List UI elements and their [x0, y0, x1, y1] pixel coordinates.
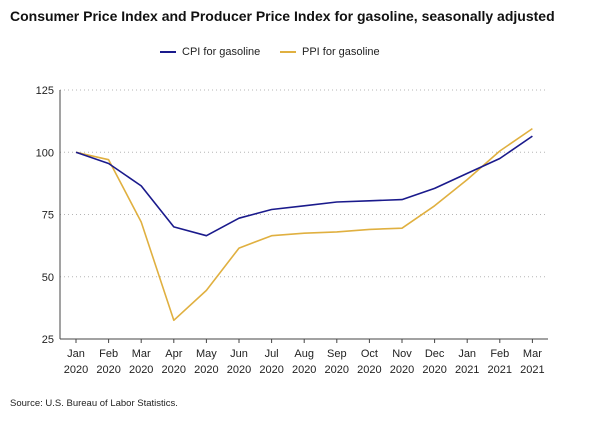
legend: CPI for gasoline PPI for gasoline — [0, 46, 600, 64]
x-tick-label-year: 2021 — [455, 364, 479, 376]
x-tick-label-month: Mar — [132, 348, 151, 360]
x-tick-label-month: Aug — [294, 348, 314, 360]
x-tick-label-month: Sep — [327, 348, 347, 360]
legend-label-ppi: PPI for gasoline — [302, 46, 380, 58]
x-tick-label-year: 2020 — [357, 364, 381, 376]
legend-item-ppi: PPI for gasoline — [280, 46, 380, 58]
chart-title: Consumer Price Index and Producer Price … — [10, 8, 555, 24]
x-tick-label-year: 2020 — [422, 364, 446, 376]
x-tick-label-year: 2020 — [390, 364, 414, 376]
x-tick-label-year: 2021 — [520, 364, 544, 376]
x-tick-label-month: Apr — [165, 348, 182, 360]
x-tick-label-month: Jun — [230, 348, 248, 360]
x-tick-label-year: 2020 — [162, 364, 186, 376]
x-tick-label-year: 2020 — [129, 364, 153, 376]
x-tick-label-year: 2020 — [292, 364, 316, 376]
x-tick-label-month: Jul — [265, 348, 279, 360]
x-tick-label-month: Dec — [425, 348, 445, 360]
x-tick-label-month: Feb — [490, 348, 509, 360]
legend-label-cpi: CPI for gasoline — [182, 46, 261, 58]
y-tick-label: 75 — [42, 210, 54, 222]
x-tick-label-month: Oct — [361, 348, 378, 360]
x-tick-label-year: 2021 — [488, 364, 512, 376]
y-tick-label: 100 — [36, 147, 54, 159]
x-tick-label-month: Mar — [523, 348, 542, 360]
legend-item-cpi: CPI for gasoline — [160, 46, 260, 58]
x-tick-label-month: May — [196, 348, 217, 360]
series-line-ppi — [75, 127, 533, 322]
x-tick-label-year: 2020 — [325, 364, 349, 376]
x-tick-label-month: Nov — [392, 348, 412, 360]
x-tick-label-year: 2020 — [194, 364, 218, 376]
y-tick-label: 125 — [36, 85, 54, 97]
x-tick-label-month: Jan — [458, 348, 476, 360]
x-tick-label-year: 2020 — [64, 364, 88, 376]
y-tick-label: 50 — [42, 272, 54, 284]
x-tick-label-year: 2020 — [259, 364, 283, 376]
x-tick-label-month: Feb — [99, 348, 118, 360]
legend-swatch-cpi — [160, 51, 176, 53]
legend-swatch-ppi — [280, 51, 296, 53]
y-tick-label: 25 — [42, 334, 54, 346]
x-tick-label-year: 2020 — [227, 364, 251, 376]
x-tick-label-year: 2020 — [96, 364, 120, 376]
source-note: Source: U.S. Bureau of Labor Statistics. — [10, 398, 178, 409]
x-tick-label-month: Jan — [67, 348, 85, 360]
series-line-cpi — [75, 135, 533, 237]
